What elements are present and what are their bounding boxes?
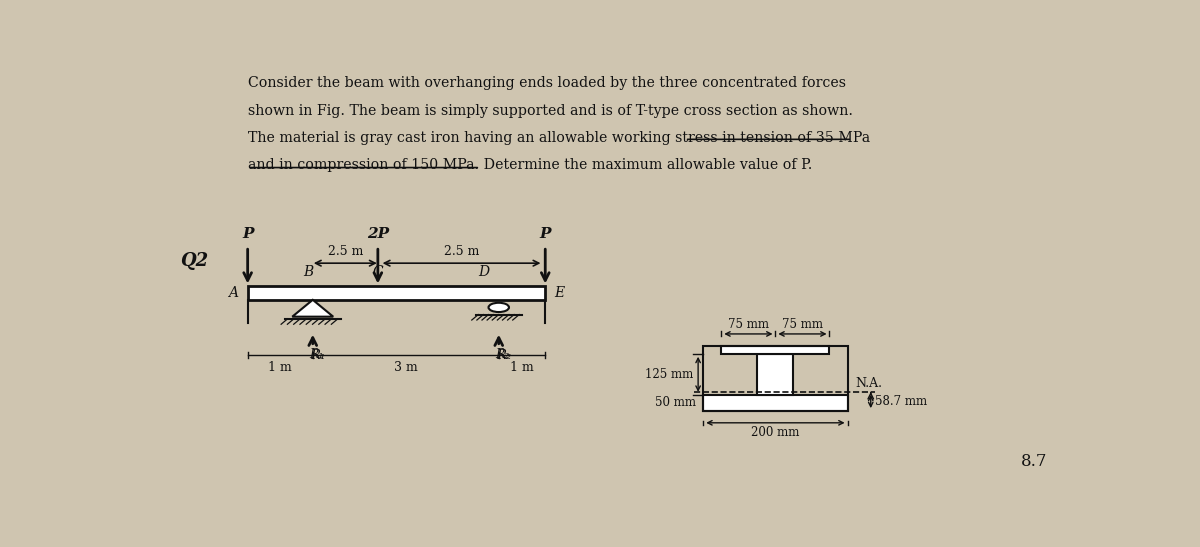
- Text: P: P: [242, 227, 253, 241]
- Text: 2P: 2P: [367, 227, 389, 241]
- Bar: [703, 346, 847, 411]
- Bar: [247, 286, 545, 300]
- Text: R₂: R₂: [496, 348, 510, 361]
- Bar: [703, 395, 847, 411]
- Text: 1 m: 1 m: [269, 362, 292, 374]
- Bar: [757, 354, 793, 395]
- Text: R₂: R₂: [496, 348, 511, 362]
- Text: 3 m: 3 m: [394, 362, 418, 374]
- Text: R₁: R₁: [310, 348, 324, 361]
- Text: 8.7: 8.7: [1021, 453, 1048, 470]
- Text: 75 mm: 75 mm: [728, 318, 769, 330]
- Text: 125 mm: 125 mm: [646, 368, 694, 381]
- Text: P: P: [540, 227, 551, 241]
- Text: 2.5 m: 2.5 m: [328, 245, 362, 258]
- Text: E: E: [554, 286, 565, 300]
- Text: A: A: [228, 286, 239, 300]
- Text: 58.7 mm: 58.7 mm: [876, 395, 928, 408]
- Text: D: D: [479, 265, 490, 279]
- Text: N.A.: N.A.: [854, 377, 882, 390]
- Text: 2.5 m: 2.5 m: [444, 245, 479, 258]
- Text: 200 mm: 200 mm: [751, 426, 799, 439]
- Text: Consider the beam with overhanging ends loaded by the three concentrated forces: Consider the beam with overhanging ends …: [247, 76, 846, 90]
- Text: 75 mm: 75 mm: [782, 318, 823, 330]
- Text: The material is gray cast iron having an allowable working stress in tension of : The material is gray cast iron having an…: [247, 131, 870, 145]
- Polygon shape: [293, 300, 334, 317]
- Circle shape: [488, 303, 509, 312]
- Text: 50 mm: 50 mm: [655, 397, 696, 409]
- Text: R₁: R₁: [310, 348, 325, 362]
- Text: 1 m: 1 m: [510, 362, 534, 374]
- Bar: [703, 395, 847, 411]
- Bar: [721, 346, 829, 354]
- Text: C: C: [372, 265, 383, 279]
- Text: B: B: [302, 265, 313, 279]
- Text: and in compression of 150 MPa. Determine the maximum allowable value of P.: and in compression of 150 MPa. Determine…: [247, 158, 812, 172]
- Bar: [757, 354, 793, 395]
- Text: Q2: Q2: [180, 253, 208, 271]
- Text: shown in Fig. The beam is simply supported and is of T-type cross section as sho: shown in Fig. The beam is simply support…: [247, 103, 853, 118]
